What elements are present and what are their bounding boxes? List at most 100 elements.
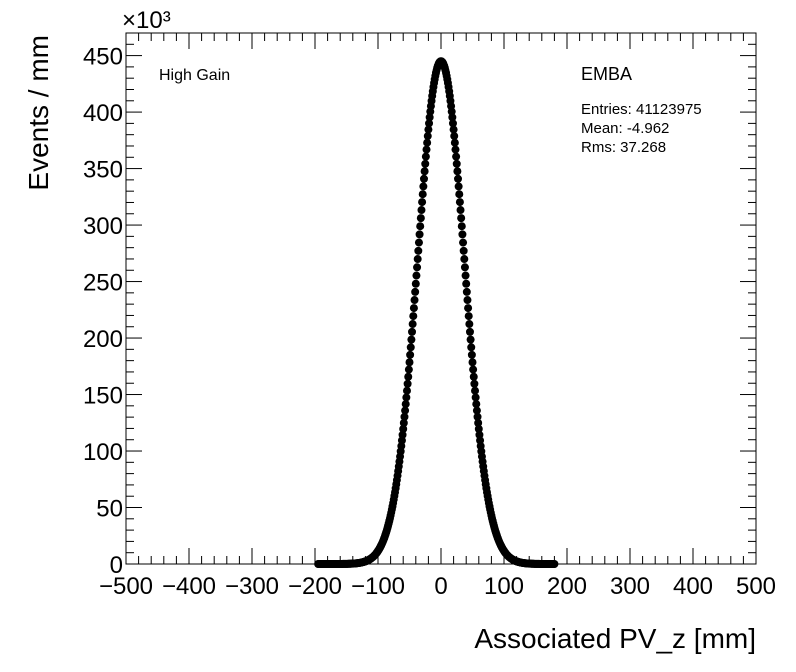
data-point bbox=[448, 113, 457, 122]
data-point bbox=[398, 430, 407, 439]
data-point bbox=[404, 372, 413, 381]
high-gain-label: High Gain bbox=[159, 67, 230, 84]
data-point bbox=[414, 238, 423, 247]
data-point bbox=[401, 406, 410, 415]
data-point bbox=[468, 358, 477, 367]
data-point bbox=[448, 119, 457, 128]
data-point bbox=[421, 159, 430, 168]
data-point bbox=[402, 386, 411, 395]
y-tick-label: 0 bbox=[110, 552, 123, 579]
data-point bbox=[409, 304, 418, 313]
data-point bbox=[469, 365, 478, 374]
data-point bbox=[404, 365, 413, 374]
x-tick-label: −200 bbox=[288, 573, 342, 600]
data-point bbox=[464, 304, 473, 313]
y-tick-label: 100 bbox=[83, 439, 123, 466]
data-point bbox=[470, 379, 479, 388]
data-point bbox=[465, 320, 474, 329]
data-point bbox=[467, 350, 476, 359]
data-point bbox=[402, 393, 411, 402]
data-point bbox=[473, 412, 482, 421]
data-point bbox=[474, 419, 483, 427]
y-tick-label: 50 bbox=[96, 496, 123, 523]
data-point bbox=[406, 350, 415, 359]
data-point bbox=[471, 393, 480, 402]
stats-mean: Mean: -4.962 bbox=[581, 120, 669, 137]
data-point bbox=[449, 125, 458, 134]
data-point bbox=[450, 132, 459, 141]
x-axis-ticks: −500 −400 −300 −200 −100 0 100 200 300 400 500 bbox=[99, 33, 776, 600]
data-point bbox=[453, 167, 462, 176]
x-tick-label: 100 bbox=[484, 573, 524, 600]
data-point bbox=[454, 182, 463, 191]
data-point bbox=[424, 125, 433, 134]
data-point bbox=[467, 343, 476, 352]
data-point bbox=[403, 379, 412, 388]
data-point bbox=[419, 174, 428, 183]
y-tick-label: 400 bbox=[83, 100, 123, 127]
data-point bbox=[410, 296, 419, 305]
data-point bbox=[425, 119, 434, 128]
data-point bbox=[412, 271, 421, 280]
data-point bbox=[460, 255, 469, 264]
data-point bbox=[462, 287, 471, 296]
x-tick-label: −300 bbox=[225, 573, 279, 600]
data-markers bbox=[314, 57, 559, 568]
data-point bbox=[421, 152, 430, 161]
data-point bbox=[401, 400, 410, 409]
stats-title: EMBA bbox=[581, 64, 632, 84]
data-point bbox=[413, 255, 422, 264]
x-tick-label: 400 bbox=[673, 573, 713, 600]
data-point bbox=[458, 230, 467, 239]
data-point bbox=[399, 425, 408, 433]
data-point bbox=[474, 425, 483, 433]
y-tick-label: 450 bbox=[83, 44, 123, 71]
data-point bbox=[420, 167, 429, 176]
data-point bbox=[464, 312, 473, 321]
x-tick-label: −100 bbox=[351, 573, 405, 600]
data-point bbox=[407, 335, 416, 344]
x-tick-label: 0 bbox=[434, 573, 447, 600]
data-point bbox=[408, 327, 417, 336]
data-point bbox=[459, 238, 468, 247]
data-point bbox=[452, 152, 461, 161]
data-point bbox=[408, 320, 417, 329]
y-tick-label: 150 bbox=[83, 383, 123, 410]
data-point bbox=[419, 182, 428, 191]
y-tick-label: 200 bbox=[83, 326, 123, 353]
data-point bbox=[452, 159, 461, 168]
data-point bbox=[400, 412, 409, 421]
data-point bbox=[455, 198, 464, 207]
data-point bbox=[423, 132, 432, 141]
y-axis-label: Events / mm bbox=[23, 35, 54, 191]
data-point bbox=[399, 419, 408, 427]
data-point bbox=[405, 358, 414, 367]
data-point bbox=[423, 138, 432, 147]
x-tick-label: −400 bbox=[162, 573, 216, 600]
y-tick-label: 250 bbox=[83, 270, 123, 297]
data-point bbox=[457, 222, 466, 231]
data-point bbox=[406, 343, 415, 352]
x-axis-label: Associated PV_z [mm] bbox=[474, 623, 756, 654]
data-point bbox=[422, 145, 431, 154]
data-point bbox=[463, 296, 472, 305]
data-point bbox=[465, 327, 474, 336]
x-tick-label: 500 bbox=[736, 573, 776, 600]
data-point bbox=[459, 246, 468, 255]
data-point bbox=[451, 145, 460, 154]
data-point bbox=[418, 190, 427, 199]
data-point bbox=[472, 400, 481, 409]
data-point bbox=[461, 271, 470, 280]
data-point bbox=[462, 279, 471, 288]
stats-rms: Rms: 37.268 bbox=[581, 139, 666, 156]
data-point bbox=[411, 287, 420, 296]
data-point bbox=[472, 406, 481, 415]
x-tick-label: −500 bbox=[99, 573, 153, 600]
data-point bbox=[471, 386, 480, 395]
y-tick-label: 350 bbox=[83, 157, 123, 184]
data-point bbox=[450, 138, 459, 147]
data-point bbox=[417, 206, 426, 215]
data-point bbox=[418, 198, 427, 207]
y-axis-ticks: 0 50 100 150 200 250 300 350 400 450 bbox=[83, 32, 756, 579]
